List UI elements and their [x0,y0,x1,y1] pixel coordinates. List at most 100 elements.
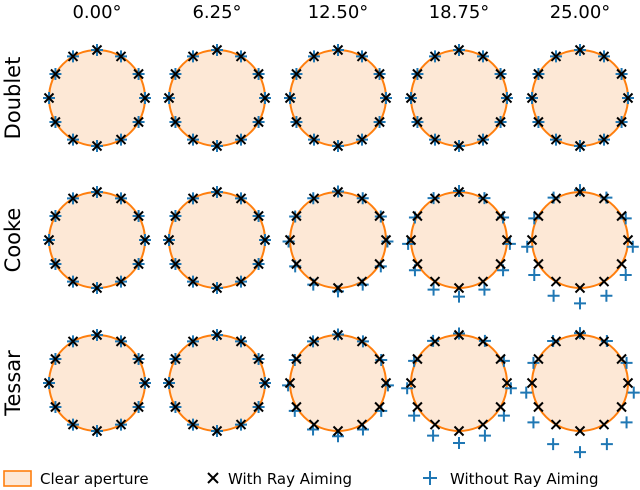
panel-cooke-1 [163,186,271,294]
with-ray-aiming-marker [115,193,127,204]
with-ray-aiming-marker [50,68,61,80]
with-ray-aiming-marker [67,419,79,430]
clear-aperture-circle [410,49,508,147]
with-ray-aiming-marker [170,353,181,365]
with-ray-aiming-marker [429,51,441,62]
with-ray-aiming-marker [501,92,513,104]
panel-cooke-3 [402,185,516,303]
without-ray-aiming-marker [619,212,632,225]
clear-aperture-circle [410,334,508,432]
with-ray-aiming-marker [550,134,562,145]
with-ray-aiming-marker [211,140,223,152]
with-ray-aiming-marker [533,210,544,222]
with-ray-aiming-marker [91,425,103,437]
with-ray-aiming-marker [429,134,441,145]
with-ray-aiming-marker [453,282,465,294]
with-ray-aiming-marker [235,51,247,62]
with-ray-aiming-marker [67,336,79,347]
with-ray-aiming-marker [598,276,610,287]
clear-aperture-circle [168,191,266,289]
row-label-doublet: Doublet [1,57,25,140]
with-ray-aiming-marker [291,258,302,270]
with-ray-aiming-marker [526,234,538,246]
panel-tessar-3 [401,327,517,449]
with-ray-aiming-marker [211,329,223,341]
clear-aperture-circle [289,334,387,432]
legend-aperture-swatch [3,470,32,487]
with-ray-aiming-marker [187,419,199,430]
with-ray-aiming-marker [616,68,627,80]
without-ray-aiming-marker [547,289,560,302]
with-ray-aiming-marker [356,51,368,62]
with-ray-aiming-marker [187,193,199,204]
with-ray-aiming-marker [356,419,368,430]
with-ray-aiming-marker [253,116,264,128]
clear-aperture-circle [168,49,266,147]
with-ray-aiming-marker [533,68,544,80]
with-ray-aiming-marker [67,134,79,145]
with-ray-aiming-marker [477,276,489,287]
with-ray-aiming-marker [616,116,627,128]
with-ray-aiming-marker [501,377,513,389]
with-ray-aiming-marker [412,68,423,80]
with-ray-aiming-marker [533,353,544,365]
with-ray-aiming-marker [616,401,627,413]
without-ray-aiming-marker [453,290,465,303]
with-ray-aiming-marker [291,68,302,80]
with-ray-aiming-marker [550,419,562,430]
with-ray-aiming-marker [284,92,296,104]
with-ray-aiming-marker [574,44,586,56]
with-ray-aiming-marker [356,134,368,145]
with-ray-aiming-marker [259,377,271,389]
with-ray-aiming-marker [133,210,144,222]
row-label-tessar: Tessar [1,350,25,417]
with-ray-aiming-marker [115,134,127,145]
with-ray-aiming-marker [533,258,544,270]
with-ray-aiming-marker [50,401,61,413]
without-ray-aiming-marker [520,386,533,399]
with-ray-aiming-marker [308,134,320,145]
with-ray-aiming-marker [332,186,344,198]
with-ray-aiming-marker [453,329,465,341]
with-ray-aiming-marker [332,282,344,294]
with-ray-aiming-marker [308,193,320,204]
column-title-4: 25.00° [550,2,611,23]
with-ray-aiming-marker [429,336,441,347]
with-ray-aiming-marker [412,210,423,222]
with-ray-aiming-marker [50,353,61,365]
panel-cooke-0 [43,186,151,294]
with-ray-aiming-marker [495,353,506,365]
with-ray-aiming-marker [374,210,385,222]
with-ray-aiming-marker [253,353,264,365]
legend-x-marker [207,472,219,484]
panel-doublet-0 [43,44,151,152]
panel-tessar-0 [43,329,151,437]
with-ray-aiming-marker [495,401,506,413]
with-ray-aiming-marker [187,134,199,145]
with-ray-aiming-marker [291,116,302,128]
with-ray-aiming-marker [405,92,417,104]
with-ray-aiming-marker [67,276,79,287]
with-ray-aiming-marker [616,353,627,365]
panel-tessar-1 [163,329,271,437]
without-ray-aiming-marker [574,297,586,310]
panel-tessar-2 [282,328,394,443]
column-title-2: 12.50° [308,2,369,23]
with-ray-aiming-marker [574,282,586,294]
with-ray-aiming-marker [170,258,181,270]
with-ray-aiming-marker [453,425,465,437]
with-ray-aiming-marker [405,377,417,389]
with-ray-aiming-marker [453,140,465,152]
without-ray-aiming-marker [626,240,639,253]
with-ray-aiming-marker [67,51,79,62]
with-ray-aiming-marker [308,276,320,287]
with-ray-aiming-marker [91,282,103,294]
clear-aperture-circle [168,334,266,432]
without-ray-aiming-marker [527,416,540,429]
with-ray-aiming-marker [235,193,247,204]
without-ray-aiming-marker [521,240,534,253]
without-ray-aiming-marker [574,184,586,197]
with-ray-aiming-marker [50,258,61,270]
legend-item-with: With Ray Aiming [207,470,352,488]
with-ray-aiming-marker [115,276,127,287]
